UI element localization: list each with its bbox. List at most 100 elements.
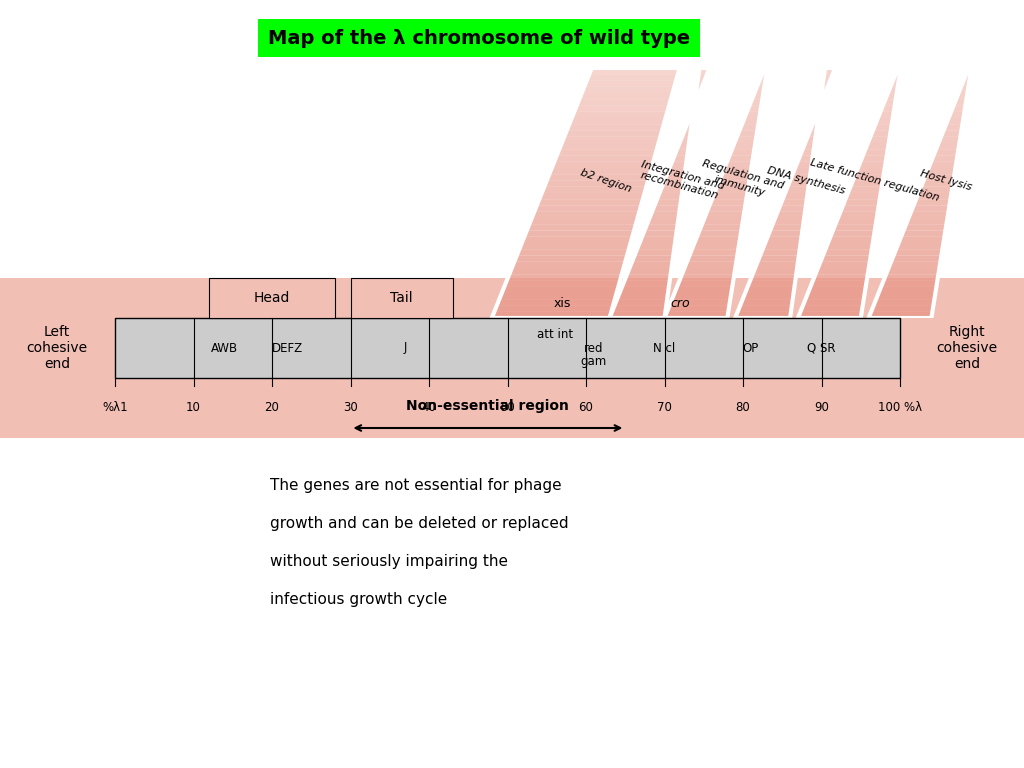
Text: 50: 50 <box>500 401 515 414</box>
Polygon shape <box>926 168 955 174</box>
Polygon shape <box>675 149 688 155</box>
Text: DEFZ: DEFZ <box>272 342 303 355</box>
Polygon shape <box>571 112 668 118</box>
Polygon shape <box>810 280 866 286</box>
Polygon shape <box>886 268 939 274</box>
Polygon shape <box>753 268 797 274</box>
Polygon shape <box>497 300 614 306</box>
Polygon shape <box>625 274 671 280</box>
Polygon shape <box>682 268 735 274</box>
Polygon shape <box>748 280 796 286</box>
Polygon shape <box>916 193 951 199</box>
Polygon shape <box>559 143 658 149</box>
Polygon shape <box>545 180 648 187</box>
Polygon shape <box>729 149 755 155</box>
Polygon shape <box>549 168 651 174</box>
Polygon shape <box>492 312 611 318</box>
Polygon shape <box>863 149 888 155</box>
Polygon shape <box>798 312 862 318</box>
Polygon shape <box>698 68 710 74</box>
Polygon shape <box>734 137 757 143</box>
Polygon shape <box>712 193 748 199</box>
Text: J: J <box>403 342 408 355</box>
Polygon shape <box>911 206 949 212</box>
Polygon shape <box>846 193 881 199</box>
Polygon shape <box>919 187 952 193</box>
Polygon shape <box>635 250 674 256</box>
Polygon shape <box>547 174 650 180</box>
Polygon shape <box>836 218 877 224</box>
Text: 40: 40 <box>422 401 436 414</box>
Polygon shape <box>823 250 871 256</box>
Polygon shape <box>941 131 962 137</box>
Text: growth and can be deleted or replaced: growth and can be deleted or replaced <box>270 516 568 531</box>
Polygon shape <box>800 149 814 155</box>
Polygon shape <box>689 112 693 118</box>
Polygon shape <box>903 224 946 230</box>
Polygon shape <box>722 168 752 174</box>
Polygon shape <box>735 312 791 318</box>
Polygon shape <box>775 212 805 218</box>
Text: Head: Head <box>254 291 290 305</box>
Polygon shape <box>817 105 820 112</box>
Polygon shape <box>732 143 756 149</box>
Polygon shape <box>750 99 762 105</box>
Text: 100 %λ: 100 %λ <box>878 401 922 414</box>
Text: Regulation and
immunity: Regulation and immunity <box>697 159 785 202</box>
Polygon shape <box>535 206 641 212</box>
Polygon shape <box>512 262 626 268</box>
Text: 90: 90 <box>814 401 829 414</box>
Polygon shape <box>813 118 818 124</box>
Polygon shape <box>737 131 758 137</box>
Text: 10: 10 <box>186 401 201 414</box>
Polygon shape <box>715 187 749 193</box>
Polygon shape <box>540 193 644 199</box>
Polygon shape <box>654 199 681 206</box>
Polygon shape <box>906 218 947 224</box>
Polygon shape <box>770 224 803 230</box>
Polygon shape <box>872 124 892 131</box>
Polygon shape <box>883 99 896 105</box>
Text: N cl: N cl <box>653 342 676 355</box>
Polygon shape <box>537 199 643 206</box>
Polygon shape <box>502 286 618 293</box>
Polygon shape <box>744 112 760 118</box>
Text: infectious growth cycle: infectious growth cycle <box>270 592 447 607</box>
Polygon shape <box>755 87 764 93</box>
Polygon shape <box>946 118 964 124</box>
Polygon shape <box>659 187 683 193</box>
Text: att int: att int <box>537 328 572 341</box>
Polygon shape <box>953 99 967 105</box>
Polygon shape <box>531 212 639 218</box>
Polygon shape <box>522 237 632 243</box>
Polygon shape <box>742 118 760 124</box>
Polygon shape <box>881 280 937 286</box>
Polygon shape <box>745 286 795 293</box>
Polygon shape <box>762 68 767 74</box>
Polygon shape <box>943 124 963 131</box>
Polygon shape <box>507 274 622 280</box>
Text: DNA synthesis: DNA synthesis <box>766 165 847 196</box>
Text: Left
cohesive
end: Left cohesive end <box>27 325 88 371</box>
Polygon shape <box>808 131 816 137</box>
Polygon shape <box>787 180 809 187</box>
Polygon shape <box>637 243 675 250</box>
Polygon shape <box>677 143 689 149</box>
Polygon shape <box>587 74 678 81</box>
Polygon shape <box>751 274 797 280</box>
Polygon shape <box>500 293 616 300</box>
Polygon shape <box>871 306 934 312</box>
Polygon shape <box>966 68 972 74</box>
Polygon shape <box>694 237 740 243</box>
Polygon shape <box>614 300 667 306</box>
Polygon shape <box>699 224 742 230</box>
Polygon shape <box>622 280 670 286</box>
Polygon shape <box>727 155 754 162</box>
Polygon shape <box>886 93 897 99</box>
Polygon shape <box>696 87 702 93</box>
Polygon shape <box>552 162 653 168</box>
Polygon shape <box>509 268 624 274</box>
Polygon shape <box>514 256 627 262</box>
Polygon shape <box>617 293 668 300</box>
Polygon shape <box>876 118 893 124</box>
